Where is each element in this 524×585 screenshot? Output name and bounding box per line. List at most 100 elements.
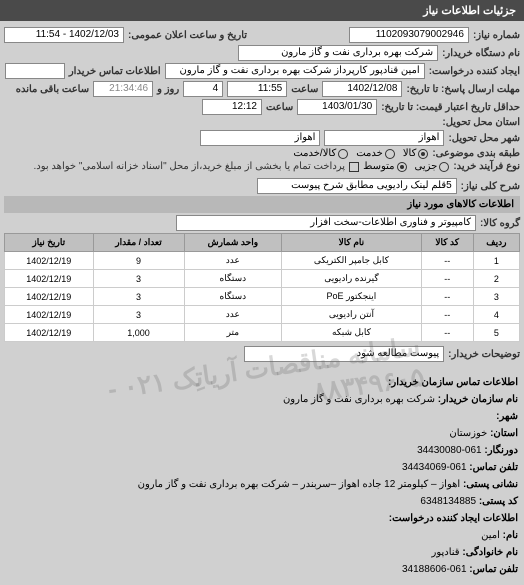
validity-date-field: 1403/01/30 bbox=[297, 99, 377, 115]
small-radio[interactable] bbox=[439, 162, 449, 172]
th-code: کد کالا bbox=[421, 234, 473, 252]
table-cell: 2 bbox=[473, 270, 519, 288]
table-cell: 3 bbox=[93, 288, 184, 306]
table-cell: کابل شبکه bbox=[282, 324, 421, 342]
org-name: شرکت بهره برداری نفت و گاز مارون bbox=[283, 394, 435, 405]
table-row: 3--اینجکتور PoEدستگاه31402/12/19 bbox=[5, 288, 520, 306]
validity-time-label: ساعت bbox=[266, 102, 293, 113]
table-cell: متر bbox=[184, 324, 282, 342]
goods-service-radio[interactable] bbox=[338, 149, 348, 159]
th-date: تاریخ نیاز bbox=[5, 234, 94, 252]
table-cell: 1402/12/19 bbox=[5, 270, 94, 288]
header-bar: جزئیات اطلاعات نیاز bbox=[0, 0, 524, 21]
process-type-label: نوع فرآیند خرید: bbox=[453, 161, 520, 172]
table-cell: 9 bbox=[93, 252, 184, 270]
table-cell: -- bbox=[421, 306, 473, 324]
days-label: روز و bbox=[157, 84, 179, 95]
phone-label: تلفن تماس: bbox=[469, 462, 518, 473]
goods-group-field: کامپیوتر و فناوری اطلاعات-سخت افزار bbox=[176, 215, 476, 231]
postal: اهواز – کیلومتر 12 جاده اهواز –سربندر – … bbox=[138, 479, 461, 490]
table-cell: 1,000 bbox=[93, 324, 184, 342]
table-cell: -- bbox=[421, 288, 473, 306]
deadline-date-field: 1402/12/08 bbox=[322, 81, 402, 97]
goods-radio[interactable] bbox=[418, 149, 428, 159]
th-row: ردیف bbox=[473, 234, 519, 252]
buyer-name-field: شرکت بهره برداری نفت و گاز مارون bbox=[238, 45, 438, 61]
process-type-group: جزیی متوسط bbox=[363, 161, 449, 172]
announce-label: تاریخ و ساعت اعلان عمومی: bbox=[128, 30, 247, 41]
creator-name-label: نام: bbox=[503, 530, 518, 541]
table-row: 1--کابل جامپر الکتریکیعدد91402/12/19 bbox=[5, 252, 520, 270]
request-number-field: 1102093079002946 bbox=[349, 27, 469, 43]
request-number-label: شماره نیاز: bbox=[473, 30, 520, 41]
creator-family-label: نام خانوادگی: bbox=[462, 547, 518, 558]
table-cell: کابل جامپر الکتریکی bbox=[282, 252, 421, 270]
table-cell: 3 bbox=[473, 288, 519, 306]
province: خوزستان bbox=[449, 428, 487, 439]
need-title-field: 5قلم لینک رادیویی مطابق شرح پیوست bbox=[257, 178, 457, 194]
payment-note: پرداخت تمام یا بخشی از مبلغ خرید،از محل … bbox=[33, 161, 345, 172]
table-cell: گیرنده رادیویی bbox=[282, 270, 421, 288]
postcode-label: کد پستی: bbox=[479, 496, 518, 507]
classification-label: طبقه بندی موضوعی: bbox=[432, 148, 520, 159]
buyer-contact-label: اطلاعات تماس خریدار bbox=[69, 66, 161, 77]
goods-radio-label: کالا bbox=[403, 148, 417, 159]
table-cell: 3 bbox=[93, 270, 184, 288]
table-cell: 1402/12/19 bbox=[5, 306, 94, 324]
medium-radio-label: متوسط bbox=[363, 161, 394, 172]
table-cell: -- bbox=[421, 252, 473, 270]
attachment-label: توضیحات خریدار: bbox=[448, 349, 520, 360]
fax: 061-34430080 bbox=[417, 445, 482, 456]
phone: 061-34434069 bbox=[402, 462, 467, 473]
table-cell: عدد bbox=[184, 306, 282, 324]
table-row: 4--آنتن رادیوییعدد31402/12/19 bbox=[5, 306, 520, 324]
remaining-label: ساعت باقی مانده bbox=[16, 84, 89, 95]
table-cell: 5 bbox=[473, 324, 519, 342]
creator-phone-label: تلفن تماس: bbox=[469, 564, 518, 575]
creator-family: قنادپور bbox=[432, 547, 460, 558]
postcode: 6348134885 bbox=[420, 496, 476, 507]
service-radio-label: خدمت bbox=[356, 148, 383, 159]
table-cell: اینجکتور PoE bbox=[282, 288, 421, 306]
deadline-time-label: ساعت bbox=[291, 84, 318, 95]
province-label: استان: bbox=[490, 428, 518, 439]
small-radio-label: جزیی bbox=[415, 161, 438, 172]
delivery-city-field: اهواز bbox=[324, 130, 444, 146]
remaining-field: 21:34:46 bbox=[93, 81, 153, 97]
table-cell: آنتن رادیویی bbox=[282, 306, 421, 324]
requester-label: ایجاد کننده درخواست: bbox=[429, 66, 520, 77]
creator-name: امین bbox=[481, 530, 500, 541]
th-name: نام کالا bbox=[282, 234, 421, 252]
contact-section: اطلاعات تماس سازمان خریدار: نام سازمان خ… bbox=[0, 368, 524, 585]
table-cell: -- bbox=[421, 270, 473, 288]
fax-label: دورنگار: bbox=[484, 445, 518, 456]
city-label: شهر: bbox=[496, 411, 518, 422]
goods-service-radio-label: کالا/خدمت bbox=[293, 148, 336, 159]
goods-info-header: اطلاعات کالاهای مورد نیاز bbox=[4, 196, 520, 213]
contact-header: اطلاعات تماس سازمان خریدار: bbox=[6, 375, 518, 391]
days-field: 4 bbox=[183, 81, 223, 97]
medium-radio[interactable] bbox=[397, 162, 407, 172]
goods-group-label: گروه کالا: bbox=[480, 218, 520, 229]
payment-checkbox[interactable] bbox=[349, 162, 359, 172]
service-radio[interactable] bbox=[385, 149, 395, 159]
table-cell: -- bbox=[421, 324, 473, 342]
table-row: 5--کابل شبکهمتر1,0001402/12/19 bbox=[5, 324, 520, 342]
creator-phone: 061-34188606 bbox=[402, 564, 467, 575]
header-title: جزئیات اطلاعات نیاز bbox=[423, 5, 516, 17]
delivery-province-label: استان محل تحویل: bbox=[442, 117, 520, 128]
th-unit: واحد شمارش bbox=[184, 234, 282, 252]
need-title-label: شرح کلی نیاز: bbox=[461, 181, 520, 192]
items-table: ردیف کد کالا نام کالا واحد شمارش تعداد /… bbox=[4, 233, 520, 342]
validity-label: حداقل تاریخ اعتبار قیمت: تا تاریخ: bbox=[381, 102, 520, 113]
classification-group: کالا خدمت کالا/خدمت bbox=[293, 148, 428, 159]
table-cell: دستگاه bbox=[184, 270, 282, 288]
creator-header: اطلاعات ایجاد کننده درخواست: bbox=[6, 511, 518, 527]
org-name-label: نام سازمان خریدار: bbox=[438, 394, 518, 405]
table-cell: 1402/12/19 bbox=[5, 288, 94, 306]
table-cell: دستگاه bbox=[184, 288, 282, 306]
table-cell: 1402/12/19 bbox=[5, 324, 94, 342]
requester-field: امین قنادپور کارپرداز شرکت بهره برداری ن… bbox=[165, 63, 425, 79]
deadline-label: مهلت ارسال پاسخ: تا تاریخ: bbox=[406, 84, 520, 95]
table-row: 2--گیرنده رادیوییدستگاه31402/12/19 bbox=[5, 270, 520, 288]
